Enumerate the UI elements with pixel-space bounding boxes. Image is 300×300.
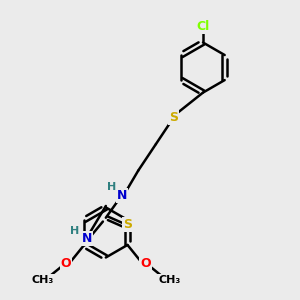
Text: N: N [82,232,92,245]
Text: N: N [117,189,127,202]
Text: H: H [70,226,80,236]
Text: CH₃: CH₃ [32,274,54,285]
Text: Cl: Cl [196,20,210,33]
Text: O: O [61,257,71,270]
Text: H: H [107,182,116,192]
Text: S: S [169,111,178,124]
Text: O: O [140,257,151,270]
Text: CH₃: CH₃ [158,274,180,285]
Text: S: S [123,218,132,231]
